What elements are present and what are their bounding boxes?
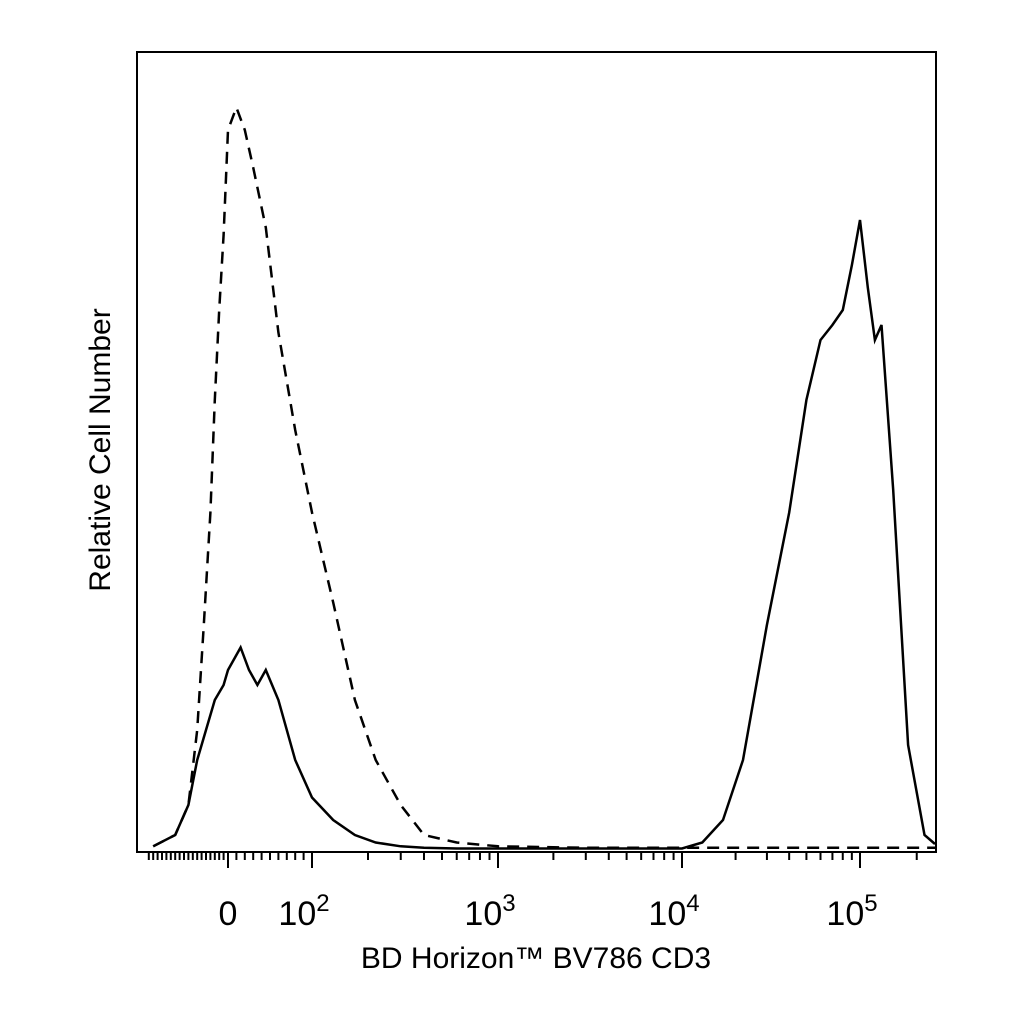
- x-axis-ticks: [147, 852, 918, 868]
- plot-frame: [136, 51, 937, 853]
- x-axis-title: BD Horizon™ BV786 CD3: [361, 942, 711, 975]
- y-axis-title: Relative Cell Number: [84, 308, 117, 591]
- x-tick-label: 103: [464, 890, 515, 933]
- x-tick-label: 102: [278, 890, 329, 933]
- curves-layer: [152, 103, 936, 850]
- isotype-control-curve: [152, 103, 935, 850]
- stained-sample-curve: [152, 219, 936, 850]
- x-tick-label: 105: [826, 890, 877, 933]
- x-tick-label: 0: [219, 895, 238, 933]
- x-axis-tick-labels: 0 102 103 104 105: [219, 890, 878, 933]
- x-tick-label: 104: [648, 890, 699, 933]
